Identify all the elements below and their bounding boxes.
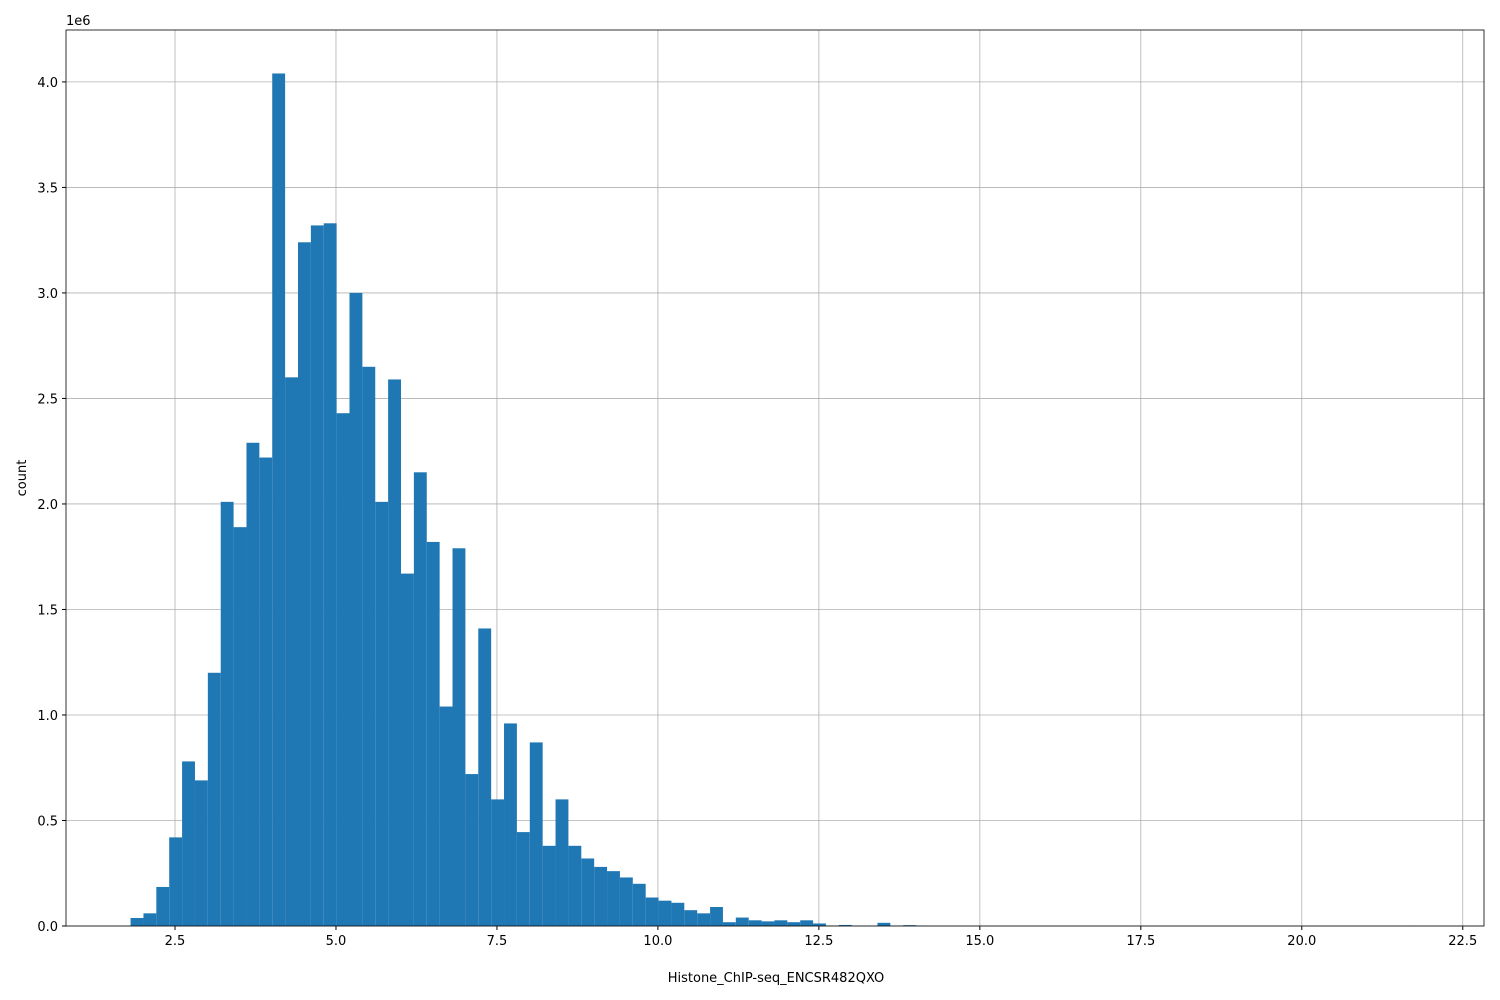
- bar: [568, 845, 582, 926]
- bar: [143, 913, 157, 926]
- x-tick-label: 2.5: [165, 934, 186, 949]
- y-tick-label: 3.5: [37, 181, 58, 196]
- bar: [645, 897, 659, 926]
- bar: [130, 917, 144, 926]
- bar: [478, 628, 492, 926]
- bar: [838, 924, 852, 926]
- bar: [619, 877, 633, 926]
- bar: [491, 799, 505, 926]
- y-tick-label: 1.5: [37, 603, 58, 618]
- bar: [542, 845, 556, 926]
- bar: [684, 910, 698, 926]
- bar: [220, 501, 234, 926]
- y-tick-label: 4.0: [37, 76, 58, 91]
- bar: [529, 742, 543, 926]
- bar: [813, 923, 826, 926]
- y-tick-label: 0.5: [37, 814, 58, 829]
- x-tick-label: 12.5: [804, 934, 833, 949]
- bar: [903, 925, 917, 926]
- x-tick-label: 15.0: [965, 934, 994, 949]
- x-tick-label: 10.0: [643, 934, 672, 949]
- bar: [748, 920, 762, 926]
- bar: [310, 225, 324, 926]
- bar: [439, 706, 453, 926]
- bar: [426, 541, 440, 926]
- bar: [246, 442, 260, 926]
- y-tick-label: 2.0: [37, 498, 58, 513]
- bar: [156, 886, 170, 926]
- bar: [297, 242, 311, 926]
- bar: [413, 472, 427, 926]
- bar: [800, 920, 814, 926]
- y-tick-label: 0.0: [37, 920, 58, 935]
- bar: [774, 920, 788, 926]
- y-axis-label: count: [15, 460, 30, 497]
- bar: [735, 917, 749, 926]
- bar: [555, 799, 569, 926]
- x-tick-label: 20.0: [1287, 934, 1316, 949]
- bar: [323, 223, 337, 927]
- x-tick-label: 7.5: [487, 934, 508, 949]
- bar: [516, 832, 530, 926]
- bar: [504, 723, 517, 926]
- bar: [710, 907, 723, 926]
- bar: [207, 672, 221, 926]
- bar: [362, 366, 376, 926]
- bar: [465, 774, 479, 926]
- x-tick-label: 17.5: [1126, 934, 1155, 949]
- bar: [388, 379, 402, 927]
- bar: [194, 780, 208, 926]
- y-tick-label: 1.0: [37, 709, 58, 724]
- y-offset-label: 1e6: [66, 14, 91, 29]
- bar: [401, 573, 414, 926]
- bar: [272, 73, 286, 926]
- y-tick-label: 3.0: [37, 287, 58, 302]
- y-tick-label: 2.5: [37, 392, 58, 407]
- bar: [607, 871, 620, 926]
- x-axis-label: Histone_ChIP-seq_ENCSR482QXO: [668, 971, 885, 986]
- bar: [452, 548, 466, 926]
- bar: [285, 377, 298, 927]
- bar: [233, 527, 247, 926]
- bar: [594, 866, 608, 926]
- bar: [182, 761, 195, 926]
- plot-frame: [65, 29, 1485, 927]
- bar: [787, 922, 801, 926]
- bar: [671, 902, 685, 926]
- bar: [658, 900, 672, 926]
- bar: [632, 883, 646, 926]
- bar: [375, 501, 389, 926]
- bar: [722, 922, 736, 926]
- bar: [877, 922, 891, 926]
- bar: [169, 837, 183, 926]
- x-tick-label: 5.0: [326, 934, 347, 949]
- bar: [349, 292, 363, 926]
- bar: [581, 858, 595, 926]
- x-tick-label: 22.5: [1448, 934, 1477, 949]
- bar: [697, 913, 711, 926]
- bar: [259, 457, 273, 926]
- bar: [761, 921, 775, 926]
- bar: [336, 413, 350, 927]
